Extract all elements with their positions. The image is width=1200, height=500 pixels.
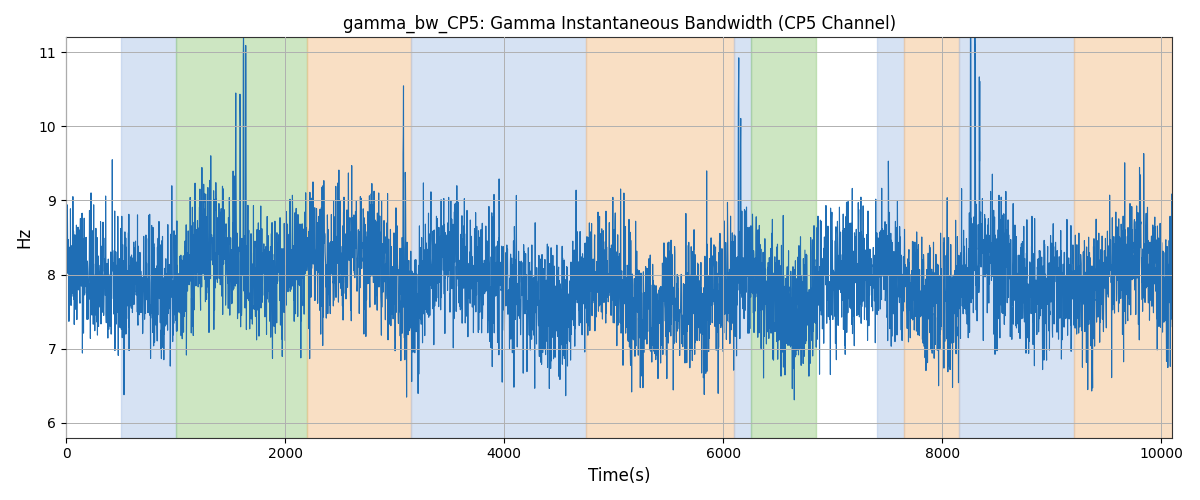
Bar (876, 38, 904, 438)
Bar (412, 38, 587, 438)
Bar (734, 38, 750, 438)
Bar (175, 38, 307, 438)
Bar (750, 38, 816, 438)
Bar (121, 38, 175, 438)
Bar (587, 38, 734, 438)
Bar (1074, 38, 1172, 438)
Bar (959, 38, 1074, 438)
Bar (307, 38, 412, 438)
Title: gamma_bw_CP5: Gamma Instantaneous Bandwidth (CP5 Channel): gamma_bw_CP5: Gamma Instantaneous Bandwi… (342, 15, 895, 34)
Y-axis label: Hz: Hz (14, 227, 32, 248)
Bar (904, 38, 959, 438)
X-axis label: Time(s): Time(s) (588, 467, 650, 485)
